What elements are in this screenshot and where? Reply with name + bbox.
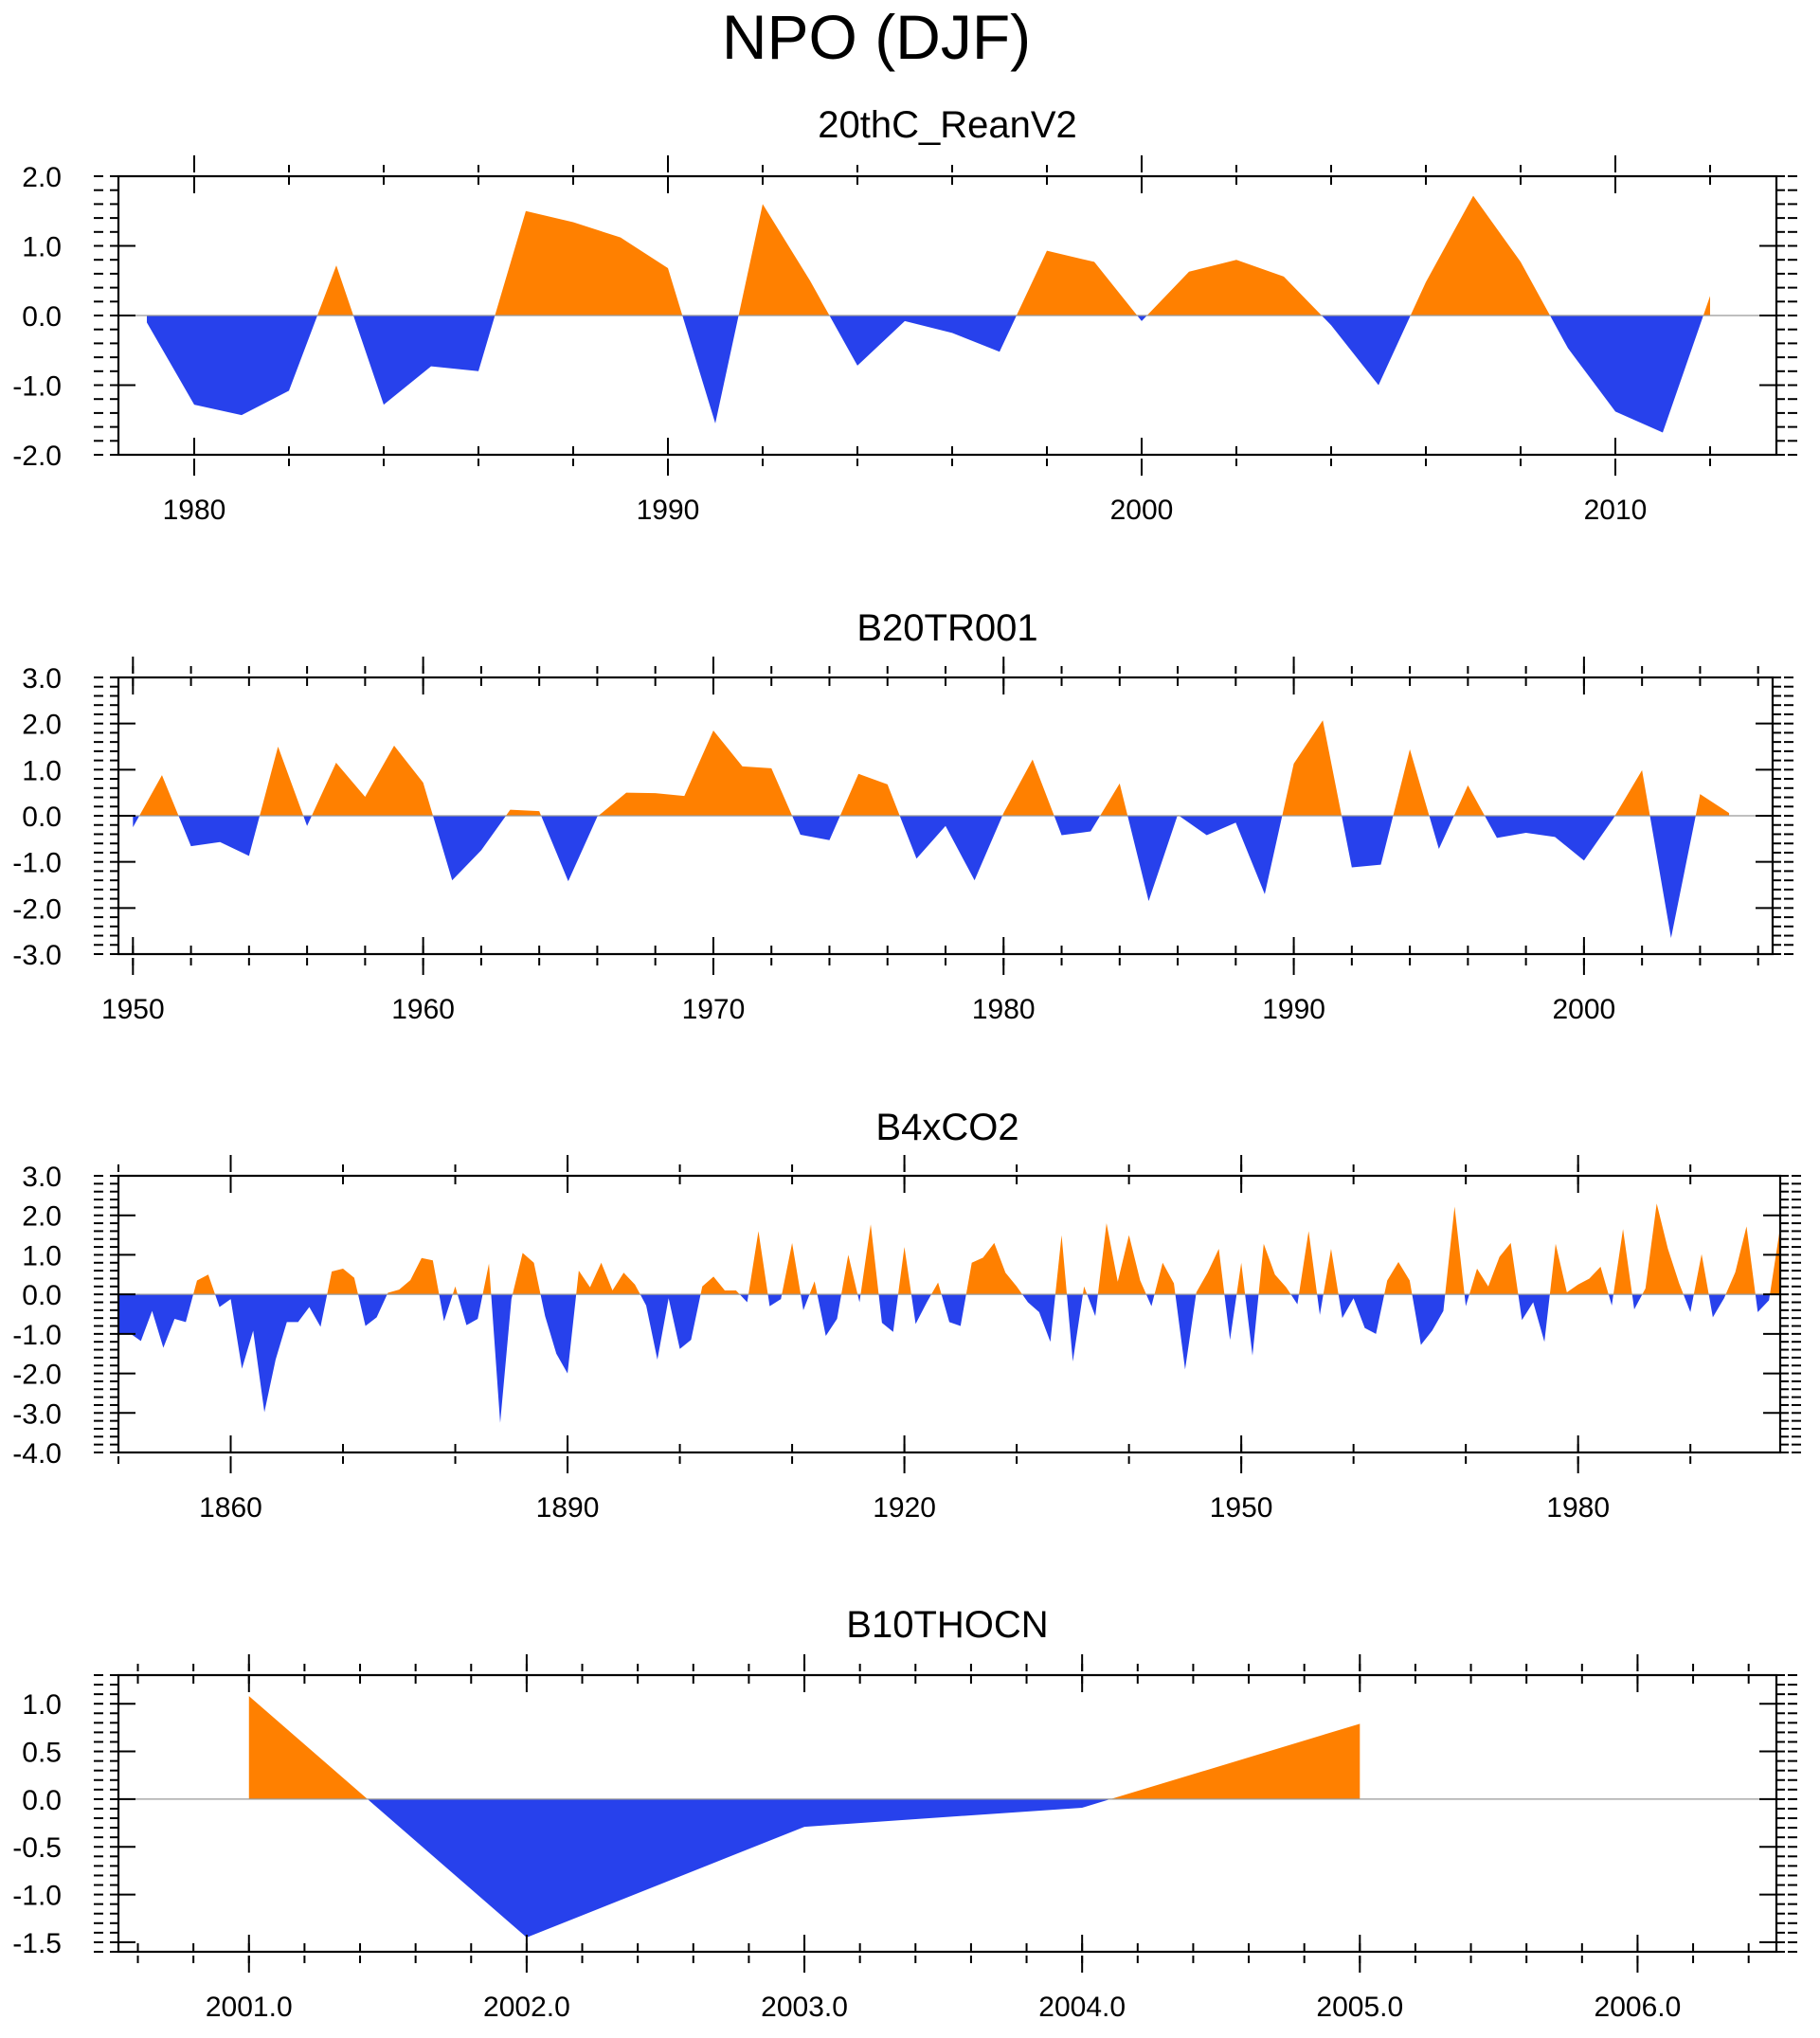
panel-b20tr001: B20TR001 1950 1960 1970 1980 1990 2000 3.0 2.0 1… <box>12 607 1793 1025</box>
y-tick-label: 0.0 <box>22 802 62 833</box>
y-tick-label: 2.0 <box>22 162 62 193</box>
x-tick-label: 1960 <box>391 994 455 1025</box>
panel-title: 20thC_ReanV2 <box>818 104 1077 146</box>
y-tick-label: -2.0 <box>12 1360 62 1391</box>
negative-area <box>248 1798 1360 1938</box>
y-tick-label: 2.0 <box>22 1201 62 1233</box>
x-tick-label: 2000 <box>1553 994 1616 1025</box>
y-tick-label: 3.0 <box>22 1162 62 1193</box>
y-tick-label: -2.0 <box>12 893 62 925</box>
figure-title: NPO (DJF) <box>722 2 1031 72</box>
panel-title: B4xCO2 <box>875 1107 1018 1148</box>
x-tick-label: 2001.0 <box>206 1992 293 2023</box>
x-tick-label: 1980 <box>972 994 1036 1025</box>
y-tick-label: 3.0 <box>22 663 62 694</box>
y-tick-label: -2.0 <box>12 441 62 472</box>
y-tick-label: -1.0 <box>12 371 62 403</box>
negative-area <box>147 316 1710 433</box>
x-tick-label: 1980 <box>163 495 226 526</box>
y-tick-label: -1.5 <box>12 1928 62 1959</box>
y-tick-label: 1.0 <box>22 755 62 786</box>
y-tick-label: -4.0 <box>12 1438 62 1470</box>
x-tick-label: 1950 <box>101 994 165 1025</box>
x-tick-label: 2010 <box>1584 495 1648 526</box>
x-tick-label: 2005.0 <box>1316 1992 1403 2023</box>
x-tick-label: 1890 <box>536 1492 600 1524</box>
plot-frame <box>117 1174 1782 1454</box>
panel-20thc-reanv2: 20thC_ReanV2 1980 1990 2000 2010 2.0 1.0 0.0 -1… <box>12 104 1797 526</box>
y-tick-label: 0.0 <box>22 1785 62 1816</box>
y-tick-label: 2.0 <box>22 710 62 741</box>
x-tick-label: 2002.0 <box>483 1992 570 2023</box>
x-tick-label: 2000 <box>1110 495 1174 526</box>
y-tick-label: 1.0 <box>22 1240 62 1271</box>
x-tick-label: 1950 <box>1210 1492 1273 1524</box>
x-tick-label: 1990 <box>1262 994 1325 1025</box>
plot-frame <box>117 1673 1778 1954</box>
y-tick-label: -3.0 <box>12 940 62 971</box>
negative-area <box>133 816 1730 938</box>
negative-area <box>118 1294 1780 1423</box>
positive-area <box>147 195 1710 316</box>
y-tick-label: 0.0 <box>22 1280 62 1311</box>
y-tick-label: 0.0 <box>22 301 62 333</box>
positive-area <box>248 1696 1360 1799</box>
y-tick-label: -1.0 <box>12 1320 62 1351</box>
y-tick-label: 1.0 <box>22 232 62 263</box>
positive-area <box>133 720 1730 816</box>
x-tick-label: 1860 <box>199 1492 262 1524</box>
x-tick-label: 2003.0 <box>761 1992 848 2023</box>
x-tick-label: 2006.0 <box>1595 1992 1682 2023</box>
y-tick-label: 0.5 <box>22 1738 62 1769</box>
y-tick-label: -0.5 <box>12 1832 62 1864</box>
y-tick-label: -1.0 <box>12 848 62 879</box>
x-tick-label: 2004.0 <box>1038 1992 1126 2023</box>
panel-b4xco2: B4xCO2 1860 1890 1920 1950 1980 3.0 2.0 1.0 0.0 -… <box>12 1107 1801 1524</box>
y-tick-label: 1.0 <box>22 1689 62 1721</box>
panel-title: B10THOCN <box>846 1604 1048 1646</box>
panel-title: B20TR001 <box>856 607 1037 649</box>
x-tick-label: 1990 <box>637 495 700 526</box>
x-tick-label: 1980 <box>1546 1492 1610 1524</box>
x-tick-label: 1970 <box>682 994 746 1025</box>
panel-b10thocn: B10THOCN 2001.0 2002.0 2003.0 2004.0 2005.0 2… <box>12 1604 1797 2023</box>
y-tick-label: -1.0 <box>12 1881 62 1912</box>
positive-area <box>118 1203 1780 1295</box>
x-tick-label: 1920 <box>873 1492 936 1524</box>
y-tick-label: -3.0 <box>12 1398 62 1430</box>
